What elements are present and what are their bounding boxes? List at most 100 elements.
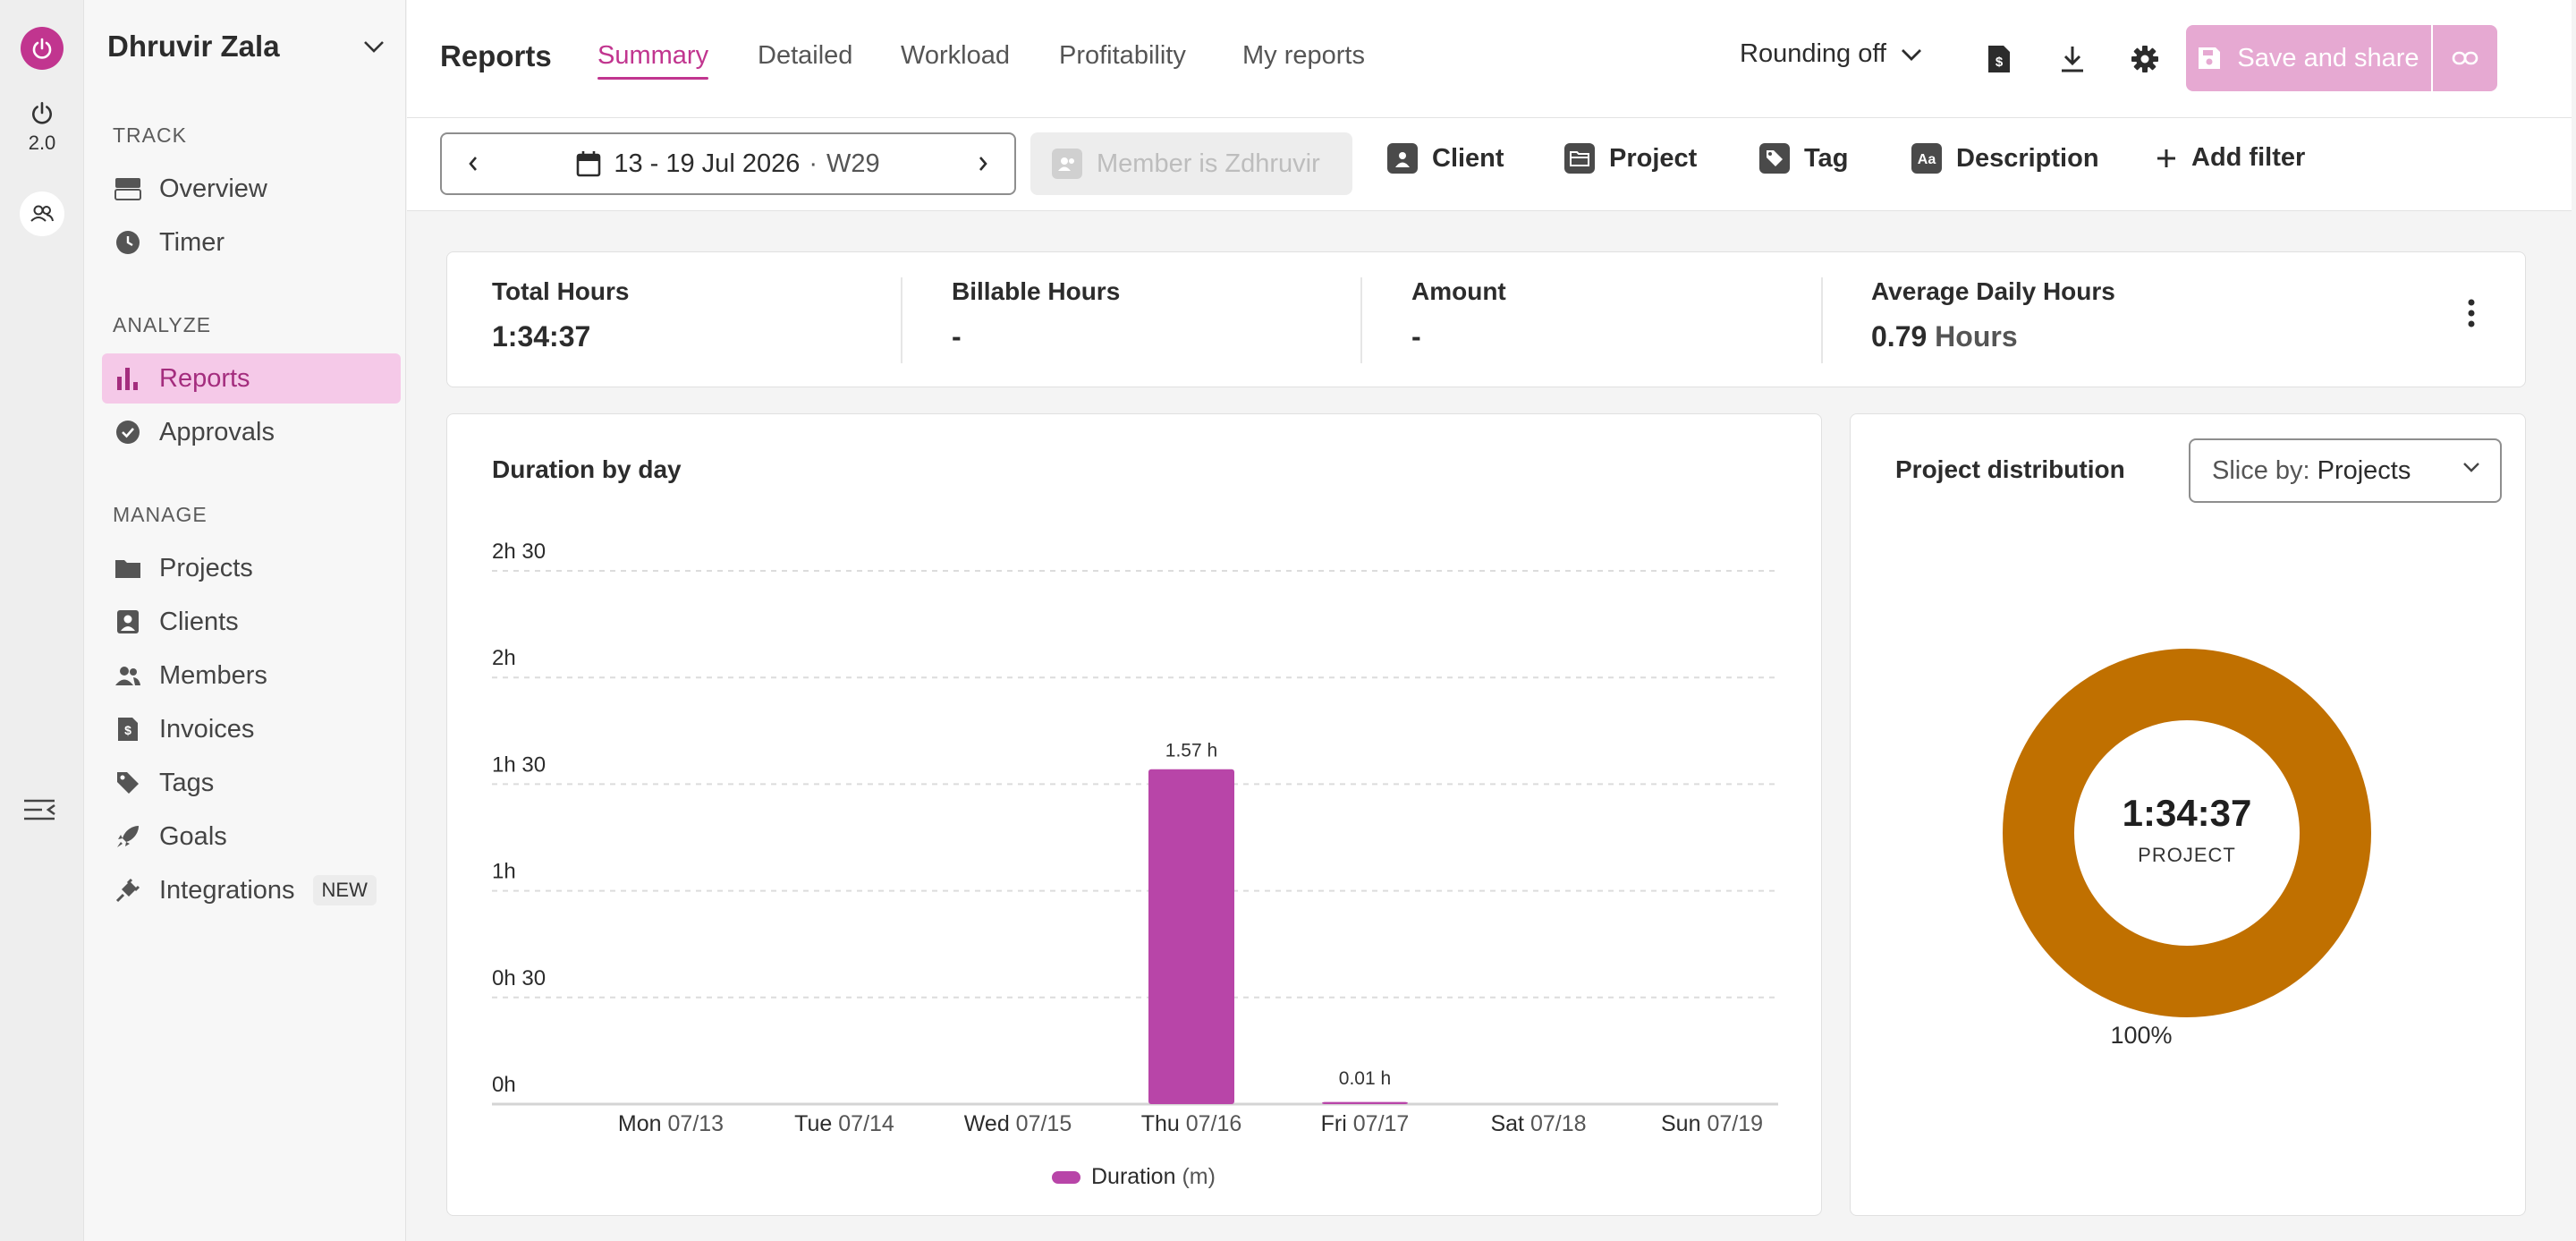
power-icon [32, 101, 52, 124]
description-filter-label: Description [1956, 143, 2099, 173]
sidebar-item-label: Overview [159, 174, 267, 203]
bar [1322, 1101, 1408, 1104]
slice-by-value: Projects [2317, 455, 2411, 485]
sidebar-item-label: Members [159, 660, 267, 690]
sidebar-item-goals[interactable]: Goals [102, 812, 401, 862]
sidebar-item-invoices[interactable]: $ Invoices [102, 704, 401, 754]
workspace-name: Dhruvir Zala [107, 30, 280, 63]
tag-filter[interactable]: Tag [1759, 143, 1848, 174]
slice-by-dropdown[interactable]: Slice by: Projects [2189, 438, 2502, 503]
chart-title: Project distribution [1895, 455, 2125, 483]
add-filter-label: Add filter [2191, 143, 2306, 172]
date-range-text: 13 - 19 Jul 2026 [614, 149, 801, 178]
tag-icon [1759, 143, 1790, 174]
invoice-icon: $ [114, 716, 141, 743]
x-tick-label: Tue 07/14 [794, 1111, 894, 1136]
copy-link-button[interactable] [2433, 25, 2497, 91]
chevron-left-icon [469, 157, 477, 171]
bar-chart-icon [114, 365, 141, 392]
members-icon [114, 662, 141, 689]
top-bar: Reports Summary Detailed Workload Profit… [407, 0, 2572, 118]
gear-icon [2131, 46, 2158, 72]
stat-value: - [952, 320, 962, 353]
rocket-icon [114, 823, 141, 850]
duration-by-day-card: Duration by day 0h 0h 30 1h 1h 30 2h 2h 30 Mon… [446, 413, 1822, 1216]
team-switch[interactable] [20, 191, 64, 236]
sidebar-item-projects[interactable]: Projects [102, 543, 401, 593]
more-options-button[interactable] [2462, 295, 2480, 331]
sidebar-item-overview[interactable]: Overview [102, 164, 401, 214]
x-tick-label: Sun 07/19 [1661, 1111, 1763, 1136]
toggl-logo-icon[interactable] [21, 27, 64, 70]
download-button[interactable] [2055, 41, 2090, 77]
chevron-right-icon [979, 157, 987, 171]
tab-workload[interactable]: Workload [901, 41, 1010, 70]
project-distribution-card: Project distribution Slice by: Projects … [1850, 413, 2526, 1216]
average-daily-hours-stat: Average Daily Hours 0.79 Hours [1871, 277, 2301, 353]
sidebar-item-timer[interactable]: Timer [102, 217, 401, 268]
members-icon [30, 205, 54, 222]
plug-icon [114, 877, 141, 904]
add-filter-button[interactable]: Add filter [2156, 143, 2305, 173]
project-filter[interactable]: Project [1564, 143, 1697, 174]
total-hours-stat: Total Hours 1:34:37 [492, 277, 921, 353]
x-tick-label: Mon 07/13 [618, 1111, 724, 1136]
sidebar-item-label: Approvals [159, 417, 275, 446]
sidebar-item-label: Clients [159, 607, 239, 636]
member-filter[interactable]: Member is Zdhruvir [1030, 132, 1352, 195]
sidebar-item-approvals[interactable]: Approvals [102, 407, 401, 457]
document-dollar-icon: $ [1988, 46, 2010, 72]
workspace-switcher[interactable]: Dhruvir Zala [107, 27, 385, 66]
svg-text:Aa: Aa [1918, 152, 1936, 167]
link-icon [2452, 51, 2479, 65]
description-filter[interactable]: Aa Description [1911, 143, 2099, 174]
tag-icon [114, 769, 141, 796]
x-tick-label: Thu 07/16 [1141, 1111, 1242, 1136]
stat-label: Amount [1411, 277, 1506, 305]
pie-slice-label: 100% [2110, 1022, 2172, 1049]
duration-by-day-chart: 0h 0h 30 1h 1h 30 2h 2h 30 Mon 07/13 Tue 07/14 W… [492, 540, 1778, 1189]
sidebar-item-members[interactable]: Members [102, 650, 401, 701]
sidebar-item-integrations[interactable]: Integrations NEW [102, 865, 401, 915]
amount-stat: Amount - [1411, 277, 1841, 353]
summary-stats-card: Total Hours 1:34:37 Billable Hours - Amo… [446, 251, 2526, 387]
previous-week-button[interactable] [442, 134, 504, 193]
tab-profitability[interactable]: Profitability [1059, 41, 1186, 70]
calendar-icon [577, 151, 601, 177]
save-and-share-button[interactable]: Save and share [2186, 25, 2431, 91]
rounding-dropdown[interactable]: Rounding off [1740, 39, 1922, 69]
save-icon [2199, 47, 2221, 69]
track-switch[interactable]: 2.0 [20, 100, 64, 155]
date-range-display[interactable]: 13 - 19 Jul 2026 · W29 [504, 149, 952, 179]
next-week-button[interactable] [952, 134, 1014, 193]
collapse-sidebar-button[interactable] [20, 792, 59, 828]
sidebar-item-label: Reports [159, 363, 250, 393]
tab-summary[interactable]: Summary [597, 41, 709, 80]
section-title-manage: MANAGE [113, 503, 208, 526]
sidebar-item-clients[interactable]: Clients [102, 597, 401, 647]
sidebar-item-tags[interactable]: Tags [102, 758, 401, 808]
donut-center-value: 1:34:37 [2123, 792, 2252, 834]
chart-title: Duration by day [492, 455, 682, 483]
sidebar-item-reports[interactable]: Reports [102, 353, 401, 404]
export-pdf-button[interactable]: $ [1981, 41, 2017, 77]
overview-icon [114, 175, 141, 202]
bar [1148, 769, 1234, 1104]
project-distribution-chart: 1:34:37 PROJECT 100% [2003, 649, 2371, 1049]
y-tick-label: 0h [492, 1073, 516, 1097]
clock-icon [114, 229, 141, 256]
x-tick-label: Sat 07/18 [1490, 1111, 1586, 1136]
legend-label: Duration (m) [1091, 1164, 1216, 1189]
page-title: Reports [440, 39, 552, 72]
week-number: W29 [826, 149, 880, 178]
divider [1360, 277, 1362, 363]
settings-button[interactable] [2127, 41, 2163, 77]
members-icon [1052, 149, 1082, 179]
client-filter[interactable]: Client [1387, 143, 1504, 174]
tab-detailed[interactable]: Detailed [758, 41, 853, 70]
tab-my-reports[interactable]: My reports [1242, 41, 1365, 70]
rounding-label: Rounding off [1740, 39, 1886, 68]
pie-slice [2003, 649, 2371, 1017]
sidebar-item-label: Projects [159, 553, 253, 582]
stat-value: 0.79 Hours [1871, 320, 2018, 353]
